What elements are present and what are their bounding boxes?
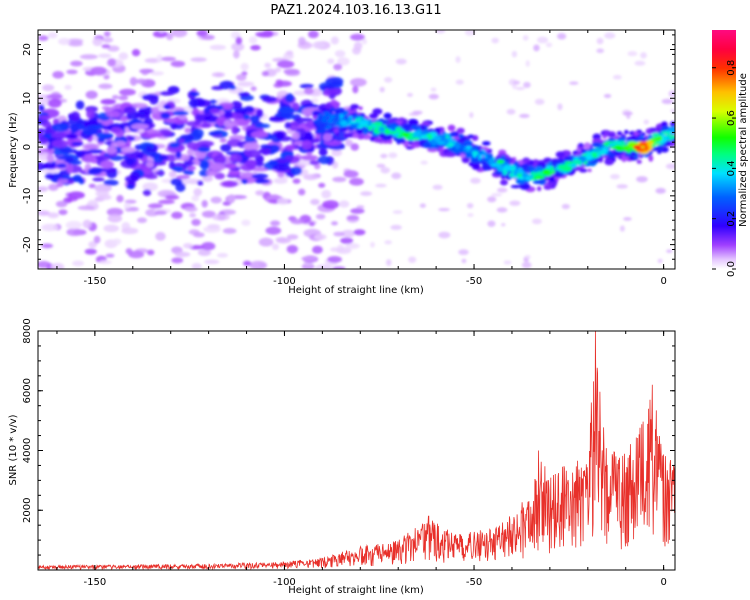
spectrogram-heatmap	[38, 30, 675, 269]
snr-ytick-label: 8000	[22, 318, 33, 343]
snr-xlabel: Height of straight line (km)	[288, 585, 424, 596]
snr-panel: -150 -100 -50 0 2000 4000 6000 8000 Height of s…	[8, 318, 676, 596]
colorbar-label: Normalized spectral amplitude	[738, 73, 749, 227]
colorbar-gradient	[712, 30, 736, 269]
colorbar: 0.0 0.2 0.4 0.6 0.8 Normalized spectral ampl…	[712, 30, 749, 277]
spectrogram-frame	[37, 29, 676, 270]
snr-xtick-label: 0	[660, 577, 666, 588]
snr-ytick-label: 4000	[22, 438, 33, 463]
snr-ytick-label: 6000	[22, 378, 33, 403]
spectrogram-ytick-label: 0	[22, 144, 33, 150]
snr-ticks: -150 -100 -50 0 2000 4000 6000 8000	[22, 318, 675, 588]
colorbar-ticks: 0.0 0.2 0.4 0.6 0.8	[712, 60, 737, 277]
spectrogram-ytick-label: 10	[22, 92, 33, 105]
spectrogram-ytick-label: 20	[22, 43, 33, 56]
snr-xtick-label: -100	[273, 577, 296, 588]
spectrogram-ytick-label: -10	[22, 188, 33, 204]
figure-title: PAZ1.2024.103.16.13.G11	[270, 3, 441, 18]
spectrogram-xlabel: Height of straight line (km)	[288, 285, 424, 296]
colorbar-tick-label: 0.2	[726, 211, 737, 227]
colorbar-tick-label: 0.8	[726, 60, 737, 76]
spectrogram-ylabel: Frequency (Hz)	[8, 112, 19, 188]
snr-ytick-label: 2000	[22, 498, 33, 523]
snr-ylabel: SNR (10 * v/v)	[8, 414, 19, 485]
spectrogram-xtick-label: 0	[660, 276, 666, 287]
snr-line	[38, 331, 675, 570]
spectrogram-xtick-label: -150	[84, 276, 107, 287]
spectrogram-ytick-label: -20	[22, 236, 33, 252]
snr-frame	[37, 330, 676, 571]
snr-xtick-label: -50	[466, 577, 482, 588]
spectrogram-xtick-label: -50	[466, 276, 482, 287]
colorbar-tick-label: 0.4	[726, 160, 737, 176]
colorbar-tick-label: 0.6	[726, 110, 737, 126]
snr-xtick-label: -150	[84, 577, 107, 588]
snr-series	[38, 331, 675, 570]
colorbar-tick-label: 0.0	[726, 261, 737, 277]
spectrogram-xtick-label: -100	[273, 276, 296, 287]
